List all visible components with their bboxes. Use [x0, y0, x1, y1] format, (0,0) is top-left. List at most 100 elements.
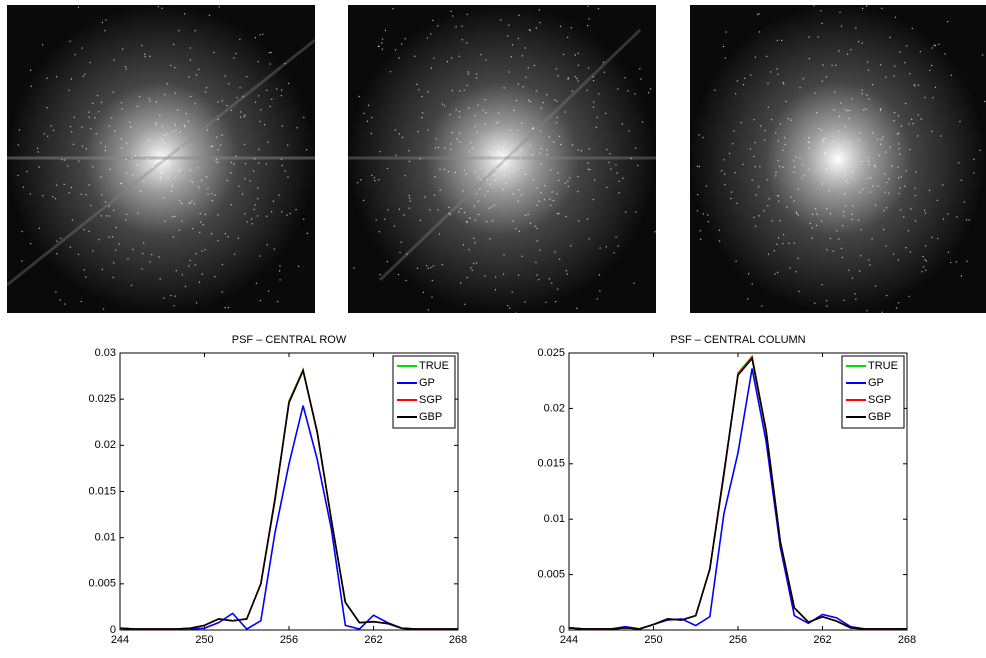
noise-dot	[474, 219, 476, 221]
noise-dot	[160, 176, 162, 178]
noise-dot	[183, 124, 185, 126]
noise-dot	[551, 282, 553, 284]
noise-dot	[725, 31, 727, 33]
noise-dot	[917, 114, 919, 116]
noise-dot	[189, 59, 192, 61]
noise-dot	[257, 61, 259, 63]
noise-dot	[886, 294, 888, 297]
noise-dot	[448, 212, 450, 215]
noise-dot	[724, 173, 726, 175]
noise-dot	[381, 42, 383, 44]
x-tick-label: 250	[644, 634, 662, 646]
noise-dot	[566, 273, 568, 275]
noise-dot	[821, 129, 823, 131]
noise-dot	[226, 104, 228, 107]
noise-dot	[558, 179, 560, 182]
noise-dot	[955, 261, 957, 263]
noise-dot	[408, 195, 410, 197]
noise-dot	[732, 143, 734, 145]
noise-dot	[599, 247, 601, 249]
noise-dot	[479, 188, 481, 190]
noise-dot	[147, 139, 150, 141]
noise-dot	[587, 67, 590, 69]
x-tick-label: 268	[449, 634, 467, 646]
noise-dot	[570, 245, 572, 247]
noise-dot	[913, 83, 915, 86]
noise-dot	[394, 129, 396, 131]
noise-dot	[801, 177, 803, 179]
noise-dot	[881, 311, 883, 313]
noise-dot	[495, 168, 497, 170]
noise-dot	[960, 179, 962, 181]
noise-dot	[508, 24, 510, 26]
noise-dot	[577, 80, 579, 82]
noise-dot	[740, 121, 742, 124]
noise-dot	[825, 76, 828, 78]
noise-dot	[254, 101, 257, 103]
noise-dot	[803, 175, 805, 177]
noise-dot	[907, 230, 910, 232]
noise-dot	[552, 199, 555, 202]
noise-dot	[824, 151, 826, 154]
noise-dot	[758, 215, 760, 217]
noise-dot	[928, 189, 931, 192]
noise-dot	[128, 121, 131, 123]
noise-dot	[919, 51, 921, 53]
noise-dot	[942, 218, 945, 220]
noise-dot	[906, 45, 908, 47]
noise-dot	[226, 179, 228, 182]
noise-dot	[898, 147, 900, 150]
noise-dot	[177, 109, 179, 111]
noise-dot	[857, 219, 860, 222]
noise-dot	[184, 285, 187, 288]
noise-dot	[36, 147, 39, 149]
noise-dot	[536, 274, 538, 276]
noise-dot	[497, 112, 500, 114]
noise-dot	[784, 143, 786, 146]
noise-dot	[885, 151, 887, 153]
noise-dot	[936, 199, 938, 201]
noise-dot	[254, 37, 257, 39]
noise-dot	[618, 180, 620, 182]
noise-dot	[821, 22, 823, 24]
noise-dot	[125, 219, 127, 221]
noise-dot	[132, 248, 134, 251]
noise-dot	[765, 55, 768, 57]
noise-dot	[577, 191, 579, 193]
noise-dot	[386, 167, 389, 170]
noise-dot	[417, 131, 419, 133]
noise-dot	[942, 184, 944, 186]
noise-dot	[429, 209, 431, 211]
noise-dot	[239, 38, 241, 41]
noise-dot	[934, 86, 937, 88]
noise-dot	[237, 237, 240, 239]
noise-dot	[562, 53, 565, 56]
noise-dot	[208, 14, 211, 16]
noise-dot	[184, 126, 186, 128]
noise-dot	[947, 20, 949, 23]
noise-dot	[592, 198, 594, 201]
noise-dot	[898, 193, 900, 195]
noise-dot	[430, 266, 432, 269]
noise-dot	[553, 141, 555, 143]
noise-dot	[89, 61, 91, 64]
image-3	[690, 5, 986, 313]
noise-dot	[387, 209, 389, 211]
noise-dot	[401, 136, 404, 138]
noise-dot	[753, 119, 755, 121]
noise-dot	[536, 240, 538, 242]
noise-dot	[37, 151, 39, 153]
noise-dot	[101, 21, 104, 24]
noise-dot	[908, 295, 910, 297]
noise-dot	[868, 98, 870, 100]
noise-dot	[379, 151, 381, 153]
noise-dot	[895, 307, 898, 309]
noise-dot	[199, 231, 201, 233]
noise-dot	[143, 181, 145, 183]
noise-dot	[72, 143, 75, 145]
noise-dot	[246, 221, 248, 223]
noise-dot	[754, 166, 756, 168]
noise-dot	[451, 90, 453, 92]
noise-dot	[194, 30, 196, 32]
noise-dot	[780, 39, 783, 41]
